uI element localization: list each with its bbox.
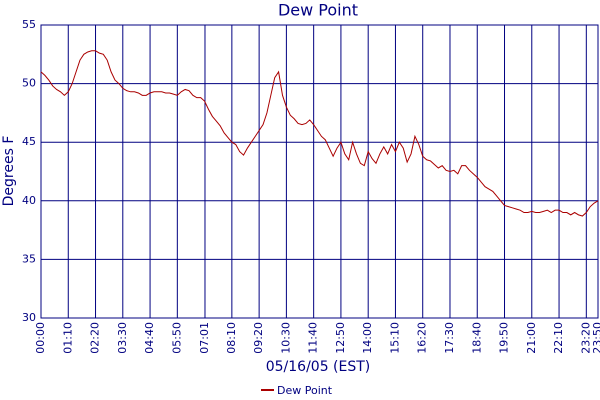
x-tick-label: 11:40 [307,322,320,354]
y-tick-label: 35 [22,252,36,265]
x-tick-label: 17:30 [443,322,456,354]
x-tick-label: 03:30 [116,322,129,354]
x-tick-label: 23:50 [591,322,600,354]
x-tick-label: 05:50 [170,322,183,354]
x-tick-label: 00:00 [34,322,47,354]
x-tick-label: 15:10 [388,322,401,354]
chart-title: Dew Point [278,1,358,20]
y-axis-label: Degrees F [1,136,17,207]
x-tick-label: 21:00 [525,322,538,354]
y-tick-label: 40 [22,194,36,207]
x-tick-label: 04:40 [143,322,156,354]
y-tick-label: 45 [22,135,36,148]
y-tick-label: 30 [22,311,36,324]
x-tick-label: 23:20 [579,322,592,354]
x-tick-label: 19:50 [498,322,511,354]
y-tick-label: 55 [22,18,36,31]
x-tick-label: 07:01 [198,322,211,354]
x-tick-label: 16:20 [416,322,429,354]
y-tick-label: 50 [22,77,36,90]
x-tick-label: 09:20 [252,322,265,354]
x-tick-label: 01:10 [61,322,74,354]
x-tick-label: 14:00 [361,322,374,354]
x-tick-label: 02:20 [89,322,102,354]
legend-label: Dew Point [277,384,333,397]
x-tick-label: 10:30 [279,322,292,354]
plot-frame [40,24,599,319]
data-line [40,50,599,217]
x-axis-label: 05/16/05 (EST) [266,359,371,375]
x-tick-label: 08:10 [225,322,238,354]
x-tick-label: 22:10 [552,322,565,354]
x-tick-label: 12:50 [334,322,347,354]
x-tick-label: 18:40 [470,322,483,354]
